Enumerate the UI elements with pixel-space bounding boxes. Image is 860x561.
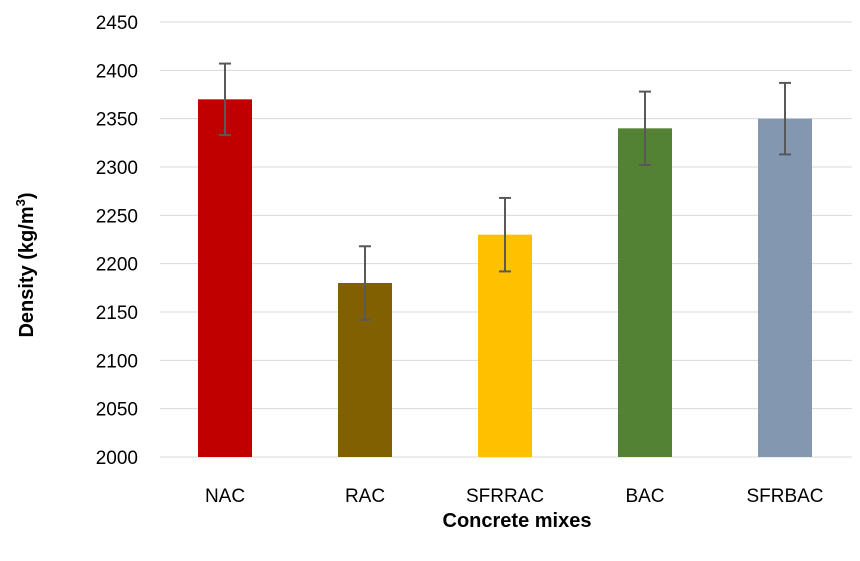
y-tick-label: 2000 xyxy=(96,448,138,469)
y-tick-label: 2450 xyxy=(96,13,138,34)
y-axis-title-close: ) xyxy=(16,192,38,199)
y-tick-label: 2150 xyxy=(96,303,138,324)
x-tick-label-bac: BAC xyxy=(625,486,664,507)
x-tick-label-sfrbac: SFRBAC xyxy=(746,486,823,507)
error-bar-rac xyxy=(359,245,371,321)
bar-nac xyxy=(198,99,252,457)
error-bar-sfrrac xyxy=(499,196,511,273)
x-tick-label-rac: RAC xyxy=(345,486,385,507)
x-tick-label-sfrrac: SFRRAC xyxy=(466,486,544,507)
error-bar-bac xyxy=(639,90,651,167)
y-tick-label: 2200 xyxy=(96,255,138,276)
y-axis-title: Density (kg/m3) xyxy=(13,192,38,337)
bars xyxy=(198,99,812,458)
error-bar-sfrbac xyxy=(779,81,791,156)
x-tick-label-nac: NAC xyxy=(205,486,245,507)
y-tick-label: 2100 xyxy=(96,351,138,372)
bar-bac xyxy=(618,128,672,458)
y-tick-label: 2300 xyxy=(96,158,138,179)
error-bar-nac xyxy=(219,62,231,137)
y-tick-label: 2350 xyxy=(96,110,138,131)
error-bars xyxy=(219,62,791,321)
y-tick-label: 2400 xyxy=(96,61,138,82)
y-tick-label: 2050 xyxy=(96,400,138,421)
x-tick-labels: NAC RAC SFRRAC BAC SFRBAC xyxy=(205,486,824,507)
y-axis-title-main: Density (kg/m xyxy=(16,206,38,337)
x-axis-title: Concrete mixes xyxy=(443,510,592,532)
bar-sfrbac xyxy=(758,118,812,458)
y-tick-labels: 2000 2050 2100 2150 2200 2250 2300 2350 2400 2450 xyxy=(96,13,138,469)
y-tick-label: 2250 xyxy=(96,206,138,227)
y-axis-title-superscript: 3 xyxy=(13,199,28,206)
